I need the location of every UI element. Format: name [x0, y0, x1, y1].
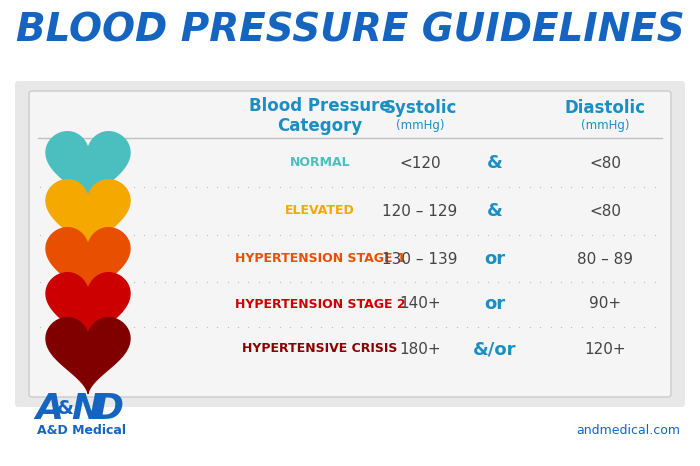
Polygon shape [46, 132, 130, 208]
Text: Systolic: Systolic [384, 99, 456, 117]
Polygon shape [46, 228, 130, 304]
Text: &/or: &/or [473, 340, 517, 358]
Polygon shape [46, 318, 130, 394]
Polygon shape [46, 180, 130, 256]
Text: &: & [487, 154, 503, 172]
Text: HYPERTENSION STAGE 2: HYPERTENSION STAGE 2 [234, 297, 405, 310]
Text: (mmHg): (mmHg) [581, 119, 629, 132]
Text: &: & [57, 399, 74, 418]
Text: Blood Pressure
Category: Blood Pressure Category [249, 96, 391, 136]
Text: <80: <80 [589, 204, 621, 219]
Text: 90+: 90+ [589, 296, 621, 311]
Text: ELEVATED: ELEVATED [285, 205, 355, 218]
Text: 120+: 120+ [584, 342, 626, 356]
Text: 140+: 140+ [399, 296, 441, 311]
Text: BLOOD PRESSURE GUIDELINES: BLOOD PRESSURE GUIDELINES [15, 11, 685, 49]
Text: HYPERTENSION STAGE 1: HYPERTENSION STAGE 1 [234, 253, 405, 266]
Text: Diastolic: Diastolic [564, 99, 645, 117]
Text: <120: <120 [399, 156, 441, 171]
Text: (mmHg): (mmHg) [395, 119, 444, 132]
Text: N: N [71, 392, 102, 426]
Polygon shape [46, 273, 130, 349]
FancyBboxPatch shape [15, 81, 685, 407]
Text: <80: <80 [589, 156, 621, 171]
Text: NORMAL: NORMAL [290, 157, 350, 170]
Text: 80 – 89: 80 – 89 [577, 252, 633, 267]
Text: or: or [484, 250, 505, 268]
Text: A&D Medical: A&D Medical [37, 425, 126, 438]
Text: 180+: 180+ [399, 342, 441, 356]
FancyBboxPatch shape [29, 91, 671, 397]
Text: D: D [93, 392, 123, 426]
Text: or: or [484, 295, 505, 313]
Text: HYPERTENSIVE CRISIS: HYPERTENSIVE CRISIS [242, 343, 398, 356]
Text: andmedical.com: andmedical.com [576, 425, 680, 438]
Text: 120 – 129: 120 – 129 [382, 204, 458, 219]
Text: 130 – 139: 130 – 139 [382, 252, 458, 267]
Text: &: & [487, 202, 503, 220]
Text: A: A [35, 392, 63, 426]
